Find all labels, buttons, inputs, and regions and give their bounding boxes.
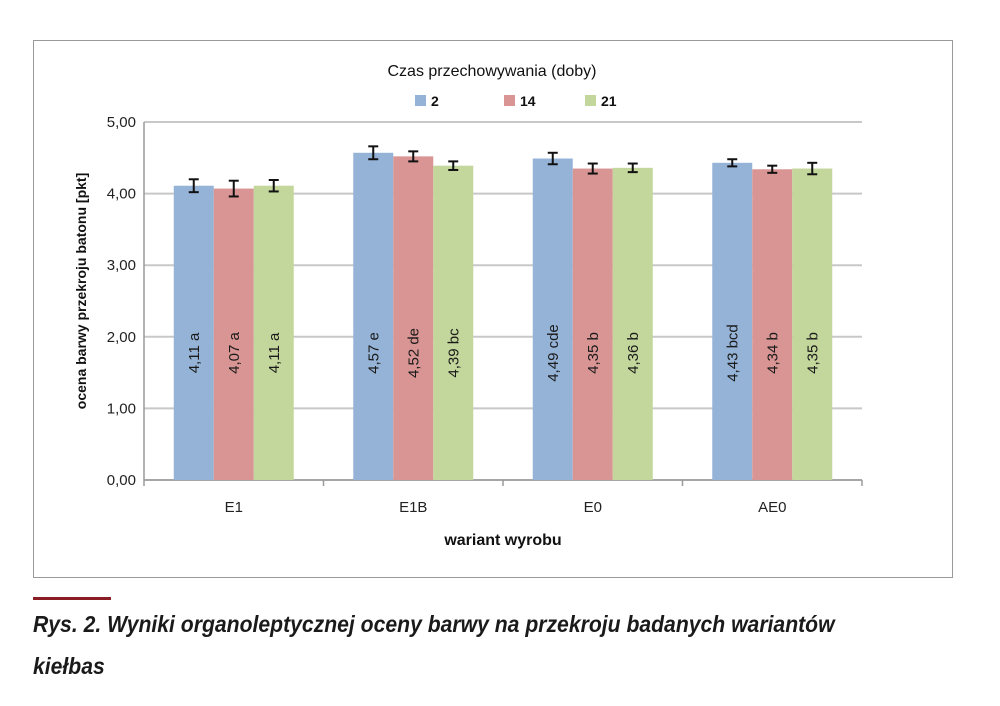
y-tick-label: 4,00: [107, 186, 136, 203]
data-label: 4,11 a: [266, 332, 283, 373]
x-tick-label: E1: [225, 499, 243, 516]
data-label: 4,39 bc: [445, 328, 462, 378]
data-label: 4,49 cde: [545, 324, 562, 382]
x-axis-title: wariant wyrobu: [443, 532, 561, 549]
legend-label: 2: [431, 93, 439, 109]
y-tick-label: 1,00: [107, 400, 136, 417]
x-tick-label: AE0: [758, 499, 786, 516]
legend-label: 14: [520, 93, 536, 109]
bar: [433, 165, 474, 480]
data-label: 4,07 a: [226, 331, 243, 373]
bar: [712, 162, 753, 480]
bar: [393, 156, 434, 481]
data-label: 4,52 de: [405, 328, 422, 378]
bar: [792, 168, 833, 480]
y-tick-label: 3,00: [107, 257, 136, 274]
figure-caption: Rys. 2. Wyniki organoleptycznej oceny ba…: [33, 611, 835, 679]
x-tick-label: E0: [584, 499, 602, 516]
y-tick-label: 0,00: [107, 472, 136, 489]
legend-swatch: [415, 95, 426, 106]
legend-swatch: [504, 95, 515, 106]
bar: [353, 152, 394, 480]
bar: [612, 167, 653, 480]
bar: [532, 158, 573, 480]
x-tick-label: E1B: [399, 499, 427, 516]
y-tick-label: 2,00: [107, 329, 136, 346]
data-label: 4,43 bcd: [724, 324, 741, 382]
bar: [173, 185, 214, 480]
data-label: 4,57 e: [365, 332, 382, 374]
data-label: 4,36 b: [625, 332, 642, 374]
legend-title: Czas przechowywania (doby): [388, 63, 597, 80]
bar: [752, 169, 793, 481]
chart-frame: 0,00 1,00 2,00 3,00 4,00 5,00 4,11 a 4,07 a 4,11…: [33, 40, 953, 578]
legend-swatch: [585, 95, 596, 106]
y-axis-title: ocena barwy przekroju batonu [pkt]: [73, 173, 89, 409]
data-label: 4,11 a: [186, 332, 203, 373]
data-label: 4,35 b: [585, 332, 602, 374]
bar: [572, 168, 613, 480]
bar: [253, 185, 294, 480]
legend-label: 21: [601, 93, 617, 109]
data-label: 4,34 b: [764, 332, 781, 374]
data-label: 4,35 b: [804, 332, 821, 374]
caption-rule: [33, 597, 111, 600]
bar-chart: 0,00 1,00 2,00 3,00 4,00 5,00 4,11 a 4,07 a 4,11…: [73, 63, 863, 549]
y-tick-label: 5,00: [107, 114, 136, 131]
bar: [213, 188, 254, 480]
